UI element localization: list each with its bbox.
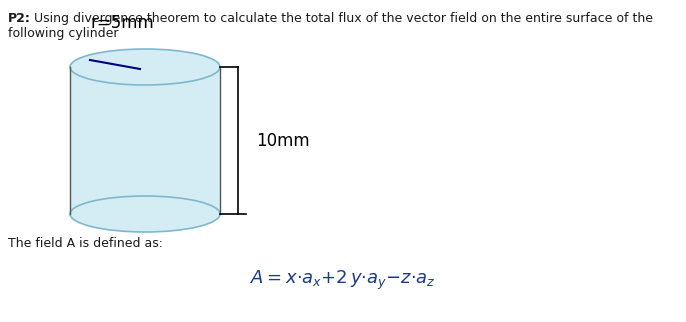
Polygon shape	[70, 67, 220, 214]
Text: following cylinder: following cylinder	[8, 27, 119, 40]
Text: P2:: P2:	[8, 12, 31, 25]
Ellipse shape	[70, 196, 220, 232]
Ellipse shape	[70, 49, 220, 85]
Text: r=5mm: r=5mm	[90, 14, 154, 32]
Text: $\mathit{A{=}x{\cdot}a_x{+}2\,y{\cdot}a_y{-}z{\cdot}a_z}$: $\mathit{A{=}x{\cdot}a_x{+}2\,y{\cdot}a_…	[250, 269, 436, 292]
Text: 10mm: 10mm	[256, 131, 309, 149]
Text: The field A is defined as:: The field A is defined as:	[8, 237, 163, 250]
Text: Using divergence theorem to calculate the total flux of the vector field on the : Using divergence theorem to calculate th…	[30, 12, 653, 25]
